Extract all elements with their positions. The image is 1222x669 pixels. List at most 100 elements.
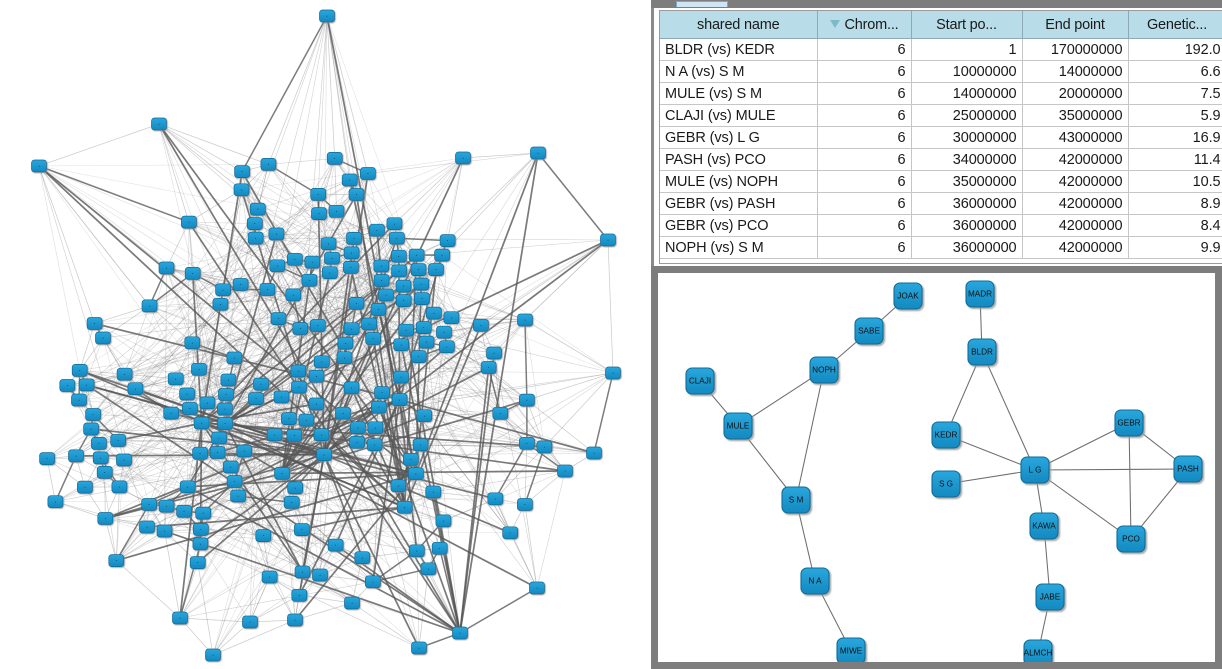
overview-network-node[interactable]: •	[246, 217, 263, 230]
detail-network-svg[interactable]: JOAK MADR SABE BLDR NOPH CLAJI KEDR GEBR MULE L G…	[658, 273, 1215, 662]
overview-network-node[interactable]: •	[480, 361, 497, 374]
overview-network-nodes[interactable]: ••••••••••••••••••••••••••••••••••••••••…	[31, 9, 621, 662]
node-shape[interactable]	[335, 406, 351, 420]
overview-network-node[interactable]: •	[393, 338, 410, 352]
overview-network-node[interactable]: •	[78, 378, 95, 392]
table-tab-strip[interactable]	[651, 0, 1222, 8]
overview-network-node[interactable]: •	[195, 506, 212, 520]
overview-network-node[interactable]: •	[242, 615, 258, 629]
overview-network-node[interactable]: •	[412, 438, 429, 452]
overview-network-node[interactable]: •	[83, 422, 99, 436]
node-shape[interactable]	[91, 437, 107, 450]
table-row[interactable]: MULE (vs) NOPH 6 35000000 42000000 10.5	[660, 170, 1222, 193]
node-shape[interactable]	[800, 567, 830, 595]
overview-network-node[interactable]: •	[182, 402, 198, 415]
node-shape[interactable]	[217, 417, 233, 430]
node-shape[interactable]	[47, 495, 64, 509]
detail-network-node[interactable]: PASH	[1173, 455, 1203, 483]
node-shape[interactable]	[68, 449, 84, 463]
node-shape[interactable]	[438, 340, 455, 354]
overview-network-node[interactable]: •	[158, 499, 175, 513]
node-shape[interactable]	[86, 317, 103, 330]
overview-network-node[interactable]: •	[605, 366, 621, 380]
node-shape[interactable]	[110, 434, 127, 447]
node-shape[interactable]	[586, 446, 602, 460]
node-shape[interactable]	[31, 159, 47, 173]
node-shape[interactable]	[361, 317, 377, 331]
overview-network-node[interactable]: •	[438, 340, 455, 354]
overview-network-node[interactable]: •	[402, 452, 419, 466]
node-shape[interactable]	[283, 496, 300, 509]
overview-network-node[interactable]: •	[361, 317, 377, 331]
node-shape[interactable]	[232, 278, 249, 291]
overview-network-node[interactable]: •	[217, 402, 233, 416]
overview-network-node[interactable]: •	[304, 255, 321, 269]
overview-network-node[interactable]: •	[290, 364, 307, 378]
overview-network-node[interactable]: •	[193, 416, 210, 430]
node-shape[interactable]	[324, 251, 340, 265]
node-shape[interactable]	[95, 331, 111, 345]
node-shape[interactable]	[408, 544, 425, 558]
overview-network-node[interactable]: •	[529, 581, 545, 595]
overview-network-node[interactable]: •	[95, 331, 111, 345]
node-shape[interactable]	[319, 9, 335, 23]
overview-network-node[interactable]: •	[373, 259, 390, 273]
overview-network-node[interactable]: •	[156, 524, 173, 538]
overview-network-node[interactable]: •	[96, 466, 113, 479]
overview-network-node[interactable]: •	[586, 446, 602, 460]
node-shape[interactable]	[211, 431, 227, 445]
overview-network-node[interactable]: •	[455, 151, 471, 165]
overview-network-node[interactable]: •	[236, 444, 253, 458]
overview-network-node[interactable]: •	[398, 323, 415, 337]
detail-network-nodes[interactable]: JOAK MADR SABE BLDR NOPH CLAJI KEDR GEBR MULE L G…	[685, 280, 1203, 662]
node-shape[interactable]	[390, 479, 407, 493]
overview-network-node[interactable]: •	[328, 204, 345, 218]
node-shape[interactable]	[269, 259, 286, 273]
overview-network-node[interactable]: •	[367, 421, 384, 435]
column-header-genetic[interactable]: Genetic...	[1128, 11, 1222, 39]
overview-network-node[interactable]: •	[260, 158, 277, 171]
node-shape[interactable]	[286, 429, 303, 442]
overview-network-node[interactable]: •	[110, 434, 127, 447]
node-shape[interactable]	[348, 188, 365, 201]
node-shape[interactable]	[809, 356, 839, 384]
overview-network-node[interactable]: •	[434, 248, 450, 262]
node-shape[interactable]	[480, 361, 497, 374]
node-shape[interactable]	[723, 412, 753, 440]
detail-network-node[interactable]: ALMCH	[1023, 639, 1053, 662]
overview-network-node[interactable]: •	[320, 237, 337, 251]
overview-network-node[interactable]: •	[274, 467, 290, 480]
node-shape[interactable]	[428, 263, 444, 276]
node-shape[interactable]	[141, 498, 157, 511]
node-shape[interactable]	[92, 451, 109, 465]
node-shape[interactable]	[248, 392, 264, 405]
overview-network-node[interactable]: •	[209, 446, 226, 459]
node-shape[interactable]	[96, 466, 113, 479]
overview-network-node[interactable]: •	[337, 336, 354, 350]
node-shape[interactable]	[301, 273, 318, 287]
overview-network-node[interactable]: •	[557, 464, 573, 478]
node-shape[interactable]	[294, 565, 311, 579]
overview-network-node[interactable]: •	[261, 570, 278, 584]
overview-network-node[interactable]: •	[519, 436, 535, 450]
node-shape[interactable]	[313, 355, 330, 369]
node-shape[interactable]	[408, 248, 425, 262]
overview-network-node[interactable]: •	[291, 380, 307, 394]
overview-network-node[interactable]: •	[410, 350, 427, 363]
overview-network-node[interactable]: •	[172, 611, 188, 625]
overview-network-node[interactable]: •	[233, 183, 250, 197]
node-shape[interactable]	[1023, 639, 1053, 662]
node-shape[interactable]	[195, 506, 212, 520]
overview-network-node[interactable]: •	[391, 264, 407, 278]
node-shape[interactable]	[242, 615, 258, 629]
node-shape[interactable]	[286, 252, 303, 266]
overview-network-node[interactable]: •	[536, 440, 553, 454]
node-shape[interactable]	[316, 448, 332, 462]
table-row[interactable]: GEBR (vs) L G 6 30000000 43000000 16.9	[660, 126, 1222, 149]
overview-network-node[interactable]: •	[391, 393, 408, 407]
overview-network-node[interactable]: •	[313, 355, 330, 369]
node-shape[interactable]	[391, 264, 407, 278]
detail-network-node[interactable]: S G	[931, 470, 961, 498]
table-active-tab[interactable]	[676, 1, 728, 7]
node-shape[interactable]	[59, 379, 76, 392]
